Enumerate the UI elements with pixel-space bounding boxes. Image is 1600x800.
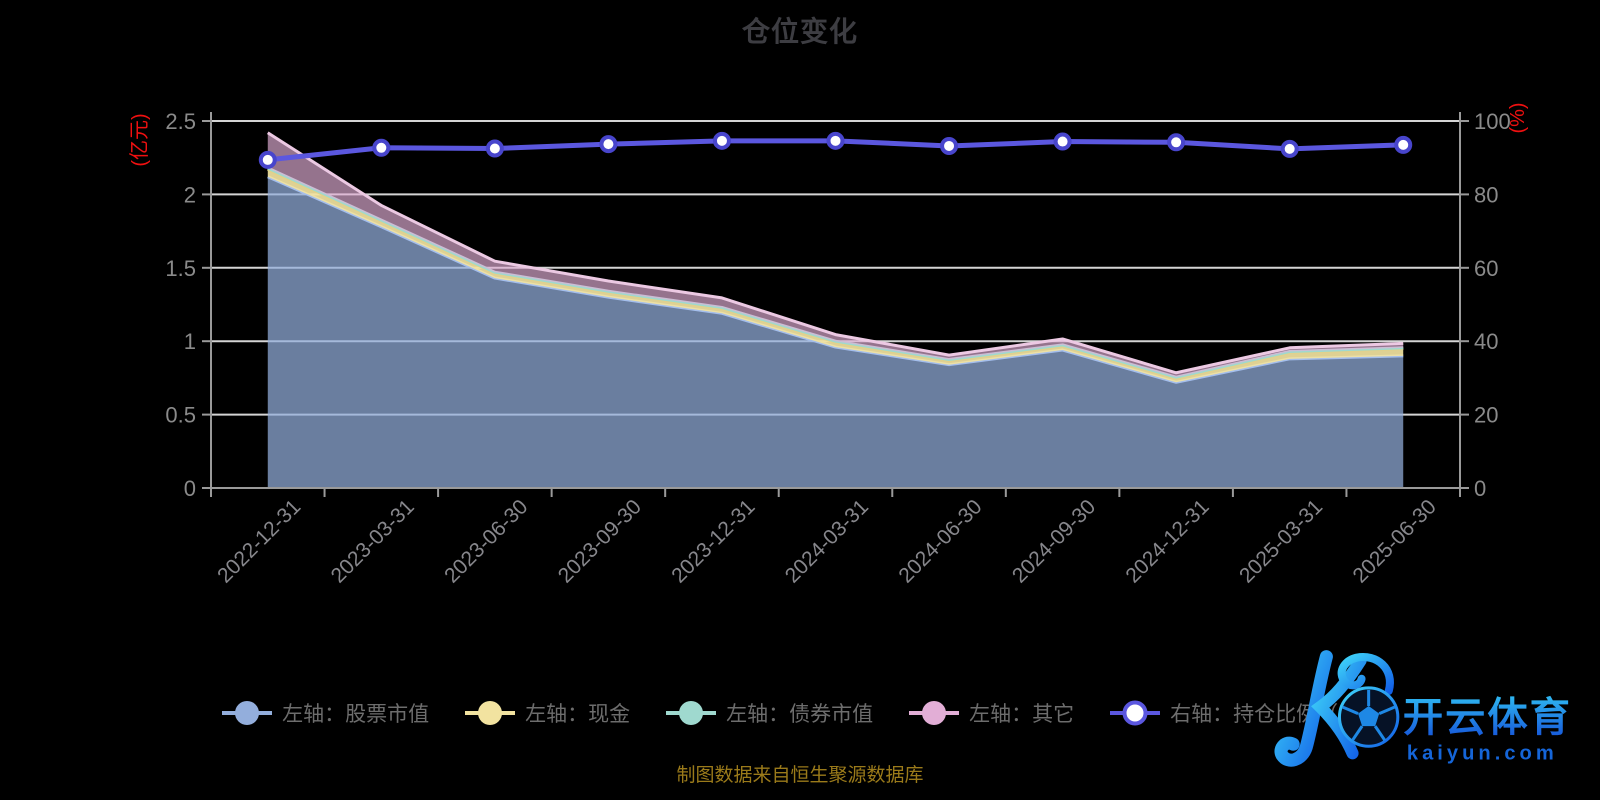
legend-marker-icon	[666, 701, 717, 725]
chart-title: 仓位变化	[741, 16, 858, 47]
series-other-edge	[266, 131, 1404, 375]
wave-swirl-icon	[1337, 653, 1394, 695]
legend-item-other[interactable]: 左轴：其它	[909, 698, 1074, 728]
legend-item-label: 左轴：股票市值	[282, 703, 430, 726]
right-axis-tick-label: 60	[1474, 256, 1498, 281]
data-point-marker	[1167, 133, 1186, 152]
legend-marker-icon	[1110, 700, 1161, 726]
legend-marker-icon	[465, 701, 516, 725]
data-point-marker	[485, 139, 504, 158]
x-axis-label: 2024-09-30	[1008, 495, 1100, 587]
x-axis-label: 2025-03-31	[1235, 495, 1327, 587]
stacked-areas	[266, 131, 1404, 488]
data-point-marker	[940, 136, 959, 155]
x-axis-label: 2022-12-31	[213, 495, 305, 587]
left-axis-tick-label: 2.5	[165, 109, 196, 134]
legend-item-label: 左轴：现金	[525, 703, 631, 726]
left-axis-tick-label: 1.5	[165, 256, 196, 281]
data-point-marker	[258, 150, 277, 169]
kaiyun-logo-icon: 开云体育 kaiyun.com	[1274, 650, 1572, 767]
legend-item-cash[interactable]: 左轴：现金	[465, 698, 630, 728]
data-point-marker	[1053, 132, 1072, 151]
series-cash-area	[267, 169, 1404, 383]
x-axis-label: 2024-03-31	[781, 495, 873, 587]
legend-item-bond[interactable]: 左轴：债券市值	[666, 698, 873, 728]
x-axis-label: 2024-12-31	[1121, 495, 1213, 587]
data-source-note: 制图数据来自恒生聚源数据库	[676, 765, 924, 786]
x-axis-label: 2025-06-30	[1349, 495, 1441, 587]
data-point-marker	[599, 135, 618, 154]
left-axis-tick-label: 2	[184, 182, 196, 207]
watermark-domain-text: kaiyun.com	[1407, 742, 1558, 764]
data-point-marker	[712, 131, 731, 150]
x-axis-label: 2023-06-30	[440, 495, 532, 587]
right-axis-tick-label: 0	[1474, 476, 1486, 501]
right-axis-tick-label: 80	[1474, 182, 1498, 207]
right-axis-name: (%)	[1507, 102, 1529, 133]
legend-marker-icon	[222, 701, 273, 725]
ratio-line-group	[258, 131, 1413, 169]
left-axis-name: (亿元)	[128, 113, 151, 166]
left-axis-tick-label: 0.5	[165, 403, 196, 428]
data-point-marker	[1394, 135, 1413, 154]
data-point-marker	[372, 138, 391, 157]
x-axis-label: 2023-03-31	[327, 495, 419, 587]
data-point-marker	[826, 131, 845, 150]
legend-item-stock[interactable]: 左轴：股票市值	[222, 698, 429, 728]
series-stock-area	[267, 176, 1404, 488]
x-axis-label: 2023-12-31	[667, 495, 759, 587]
left-axis-tick-label: 1	[184, 329, 196, 354]
k-letter-icon	[1274, 650, 1367, 767]
left-axis-tick-label: 0	[184, 476, 196, 501]
legend-item-label: 左轴：其它	[969, 703, 1075, 726]
watermark[interactable]: 开云体育 kaiyun.com	[1268, 650, 1580, 772]
watermark-brand-text: 开云体育	[1403, 695, 1572, 740]
right-axis-tick-label: 40	[1474, 329, 1498, 354]
x-axis-label: 2024-06-30	[894, 495, 986, 587]
legend-item-label: 左轴：债券市值	[726, 703, 874, 726]
legend-marker-icon	[909, 701, 960, 725]
data-point-marker	[1280, 139, 1299, 158]
right-axis-tick-label: 20	[1474, 403, 1498, 428]
right-axis-tick-label: 100	[1474, 109, 1511, 134]
x-axis-label: 2023-09-30	[554, 495, 646, 587]
soccer-ball-icon	[1337, 686, 1400, 748]
